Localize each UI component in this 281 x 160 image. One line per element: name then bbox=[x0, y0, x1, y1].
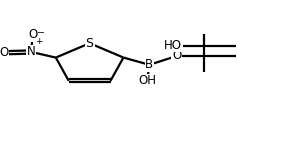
Text: N: N bbox=[27, 45, 36, 58]
Text: S: S bbox=[86, 37, 94, 50]
Text: O: O bbox=[0, 46, 8, 59]
Text: −: − bbox=[37, 27, 46, 36]
Text: HO: HO bbox=[164, 39, 182, 52]
Text: O: O bbox=[172, 49, 181, 62]
Text: OH: OH bbox=[138, 74, 156, 87]
Text: B: B bbox=[145, 58, 153, 71]
Text: +: + bbox=[35, 37, 43, 46]
Text: O: O bbox=[28, 28, 37, 41]
